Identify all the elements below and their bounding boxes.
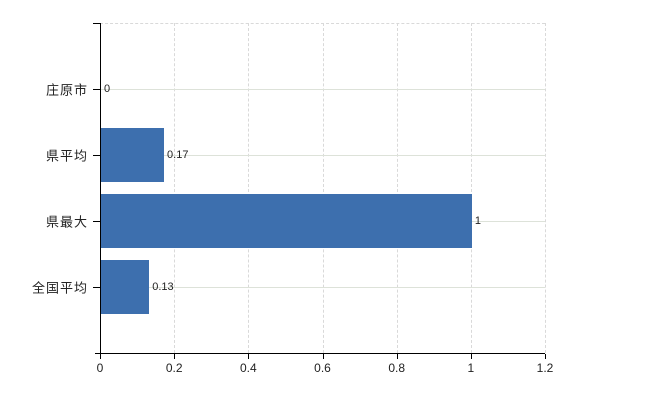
vertical-gridline xyxy=(248,23,250,353)
x-axis-tick-label: 1.2 xyxy=(536,361,554,375)
x-axis-tick-label: 0.6 xyxy=(314,361,331,375)
bar-value-label: 0.13 xyxy=(152,281,174,293)
horizontal-gridline xyxy=(101,89,545,90)
x-axis-tick-label: 0 xyxy=(96,361,104,375)
x-axis-tick xyxy=(248,354,250,359)
category-tick xyxy=(93,221,100,222)
bar-value-label: 0 xyxy=(104,83,111,95)
bar-value-label: 1 xyxy=(474,215,481,227)
x-axis-tick xyxy=(100,354,101,359)
y-axis-top-cap xyxy=(93,23,100,24)
x-axis-line xyxy=(95,353,545,354)
vertical-gridline xyxy=(174,23,176,353)
vertical-gridline xyxy=(322,23,324,353)
x-axis-tick-label: 0.4 xyxy=(239,361,257,375)
horizontal-gridline xyxy=(101,287,545,288)
bar xyxy=(101,260,150,314)
category-label: 全国平均 xyxy=(31,280,88,296)
vertical-gridline xyxy=(470,23,472,353)
x-axis-tick xyxy=(174,354,176,359)
bar xyxy=(101,128,165,182)
category-tick xyxy=(93,155,100,156)
x-axis-tick xyxy=(322,354,324,359)
category-tick xyxy=(93,287,100,288)
x-axis-tick-label: 0.8 xyxy=(388,361,405,375)
vertical-gridline xyxy=(396,23,398,353)
x-axis-tick-label: 0.2 xyxy=(165,361,183,375)
x-axis-tick-label: 1 xyxy=(467,361,475,375)
x-axis-tick xyxy=(470,354,472,359)
bar xyxy=(101,194,472,248)
category-label: 県最大 xyxy=(45,214,88,230)
y-axis-line xyxy=(100,23,101,353)
x-axis-tick xyxy=(545,354,546,359)
category-tick xyxy=(93,89,100,90)
x-axis-tick xyxy=(396,354,398,359)
bar-value-label: 0.17 xyxy=(167,149,189,161)
category-label: 県平均 xyxy=(45,148,88,164)
horizontal-gridline xyxy=(101,155,545,156)
vertical-gridline xyxy=(545,23,546,353)
category-label: 庄原市 xyxy=(45,82,88,98)
